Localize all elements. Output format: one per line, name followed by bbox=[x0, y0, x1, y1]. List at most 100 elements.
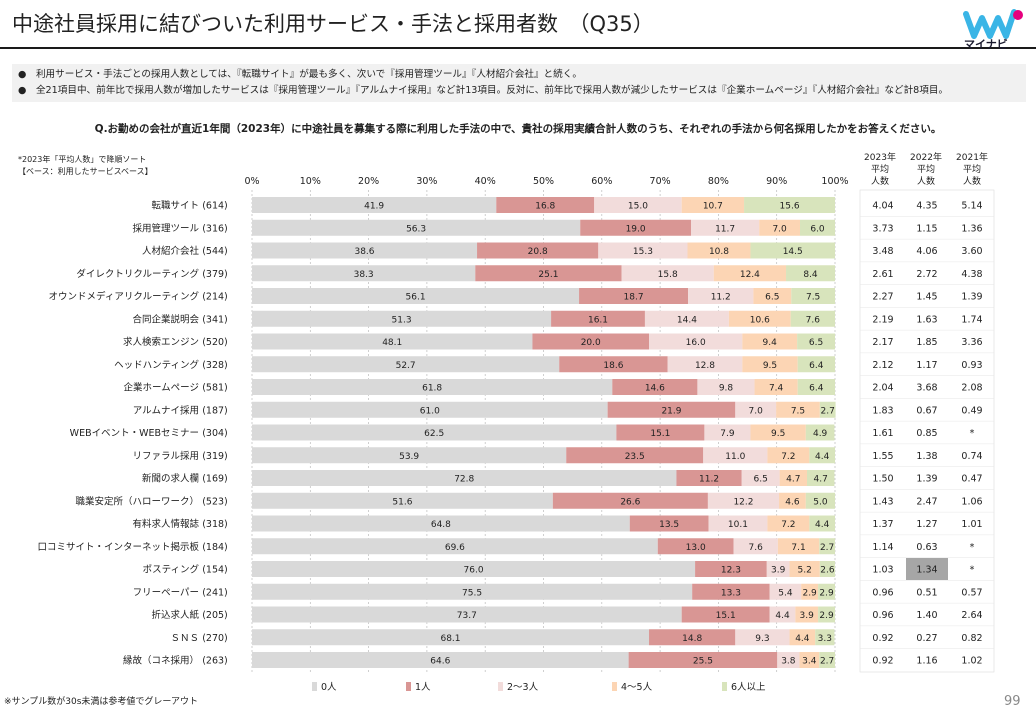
x-tick-label: 50% bbox=[533, 176, 554, 187]
bar-segment bbox=[707, 492, 780, 509]
bar-segment bbox=[252, 310, 552, 327]
legend-label: 1人 bbox=[415, 682, 431, 693]
x-tick-label: 100% bbox=[821, 176, 848, 187]
data-label: 16.8 bbox=[535, 202, 555, 212]
data-label: 52.7 bbox=[396, 361, 416, 371]
sort-note: *2023年「平均人数」で降順ソート 【ベース：利用したサービスベース】 bbox=[18, 154, 153, 178]
bar-segment bbox=[252, 356, 560, 373]
data-label: 3.9 bbox=[800, 611, 815, 621]
data-label: 26.6 bbox=[620, 497, 640, 507]
avg-value: 2.27 bbox=[872, 292, 893, 303]
bar-segment bbox=[649, 333, 743, 350]
row-label: 人材紹介会社 bbox=[142, 245, 200, 257]
bar-segment bbox=[252, 424, 617, 441]
bar-segment bbox=[779, 492, 806, 509]
bar-segment bbox=[735, 629, 790, 646]
bar-segment bbox=[252, 652, 629, 668]
footnote: ※サンプル数が30s未満は参考値でグレーアウト bbox=[4, 697, 199, 707]
data-label: 51.6 bbox=[392, 497, 412, 507]
data-label: 7.2 bbox=[781, 452, 795, 462]
avg-value: * bbox=[970, 542, 975, 553]
bar-segment bbox=[612, 379, 698, 395]
row-label: 求人検索エンジン bbox=[123, 336, 199, 348]
data-label: 68.1 bbox=[440, 634, 460, 644]
bar-segment bbox=[797, 333, 835, 350]
row-sample-size: (304) bbox=[202, 428, 228, 439]
bar-segment bbox=[657, 538, 734, 555]
bar-segment bbox=[777, 538, 820, 555]
data-label: 7.5 bbox=[791, 406, 805, 416]
bar-segment bbox=[805, 492, 835, 509]
legend-swatch bbox=[312, 682, 317, 691]
data-label: 14.4 bbox=[677, 315, 697, 325]
row-label: ＳＮＳ bbox=[170, 633, 199, 644]
data-label: 51.3 bbox=[392, 315, 412, 325]
bar-segment bbox=[797, 356, 835, 373]
bar-segment bbox=[628, 652, 778, 668]
avg-value: 1.37 bbox=[872, 519, 893, 530]
bar-segment bbox=[252, 333, 533, 350]
row-sample-size: (263) bbox=[202, 656, 228, 667]
row-sample-size: (316) bbox=[202, 223, 228, 234]
avg-value: 3.60 bbox=[961, 246, 982, 257]
bar-segment bbox=[819, 561, 835, 577]
sort-note-line-2: 【ベース：利用したサービスベース】 bbox=[18, 167, 153, 176]
data-label: 20.0 bbox=[581, 338, 601, 348]
row-label: 企業ホームページ bbox=[123, 382, 199, 394]
data-label: 12.8 bbox=[695, 361, 715, 371]
bar-segment bbox=[621, 265, 714, 282]
row-sample-size: (270) bbox=[202, 633, 228, 644]
data-label: 9.8 bbox=[719, 384, 734, 394]
avg-value: 1.14 bbox=[872, 542, 893, 553]
data-label: 3.3 bbox=[818, 634, 832, 644]
avg-value: 2.19 bbox=[872, 314, 893, 325]
data-label: 6.0 bbox=[810, 224, 825, 234]
bar-segment bbox=[790, 310, 835, 327]
bar-segment bbox=[496, 197, 595, 213]
bar-segment bbox=[815, 629, 835, 646]
data-label: 2.9 bbox=[802, 588, 817, 598]
avg-value: 1.03 bbox=[872, 565, 893, 576]
bar-segment bbox=[819, 538, 835, 555]
data-label: 4.7 bbox=[786, 475, 800, 485]
avg-header-line2: 平均 bbox=[916, 165, 935, 175]
avg-header-2022: 2022年 平均 人数 bbox=[903, 152, 949, 188]
avg-value: 0.82 bbox=[961, 633, 982, 644]
avg-value: 1.36 bbox=[961, 223, 982, 234]
avg-value: 1.06 bbox=[961, 496, 982, 507]
data-label: 15.3 bbox=[633, 247, 653, 257]
bar-segment bbox=[791, 288, 835, 304]
data-label: 4.4 bbox=[775, 611, 790, 621]
bar-segment bbox=[697, 379, 755, 395]
data-label: 2.9 bbox=[819, 611, 834, 621]
bar-segment bbox=[800, 219, 835, 236]
bar-segment bbox=[252, 492, 553, 509]
x-tick-label: 70% bbox=[650, 176, 671, 187]
bar-segment bbox=[750, 242, 835, 259]
row-sample-size: (187) bbox=[202, 405, 228, 416]
row-label: 縁故（コネ採用） bbox=[123, 655, 199, 667]
bar-segment bbox=[805, 424, 835, 441]
data-label: 69.6 bbox=[445, 543, 465, 553]
row-sample-size: (154) bbox=[202, 565, 228, 576]
data-label: 2.6 bbox=[820, 566, 835, 576]
data-label: 76.0 bbox=[464, 566, 484, 576]
data-label: 7.5 bbox=[806, 293, 820, 303]
data-label: 7.0 bbox=[772, 224, 787, 234]
avg-value: 3.36 bbox=[961, 337, 982, 348]
bar-segment bbox=[607, 401, 736, 418]
bar-segment bbox=[767, 515, 810, 532]
bar-segment bbox=[733, 538, 778, 555]
note-line-1: ● 利用サービス・手法ごとの採用人数としては、『転職サイト』が最も多く、次いで『… bbox=[18, 69, 582, 80]
data-label: 15.6 bbox=[780, 202, 800, 212]
bar-segment bbox=[649, 629, 736, 646]
data-label: 10.8 bbox=[709, 247, 729, 257]
bar-segment bbox=[807, 470, 835, 486]
bar-segment bbox=[708, 515, 768, 532]
avg-value: 0.96 bbox=[872, 610, 893, 621]
bar-segment bbox=[818, 583, 835, 600]
greyed-out-cell bbox=[906, 558, 948, 580]
bar-segment bbox=[629, 515, 709, 532]
avg-value: 0.74 bbox=[961, 451, 982, 462]
